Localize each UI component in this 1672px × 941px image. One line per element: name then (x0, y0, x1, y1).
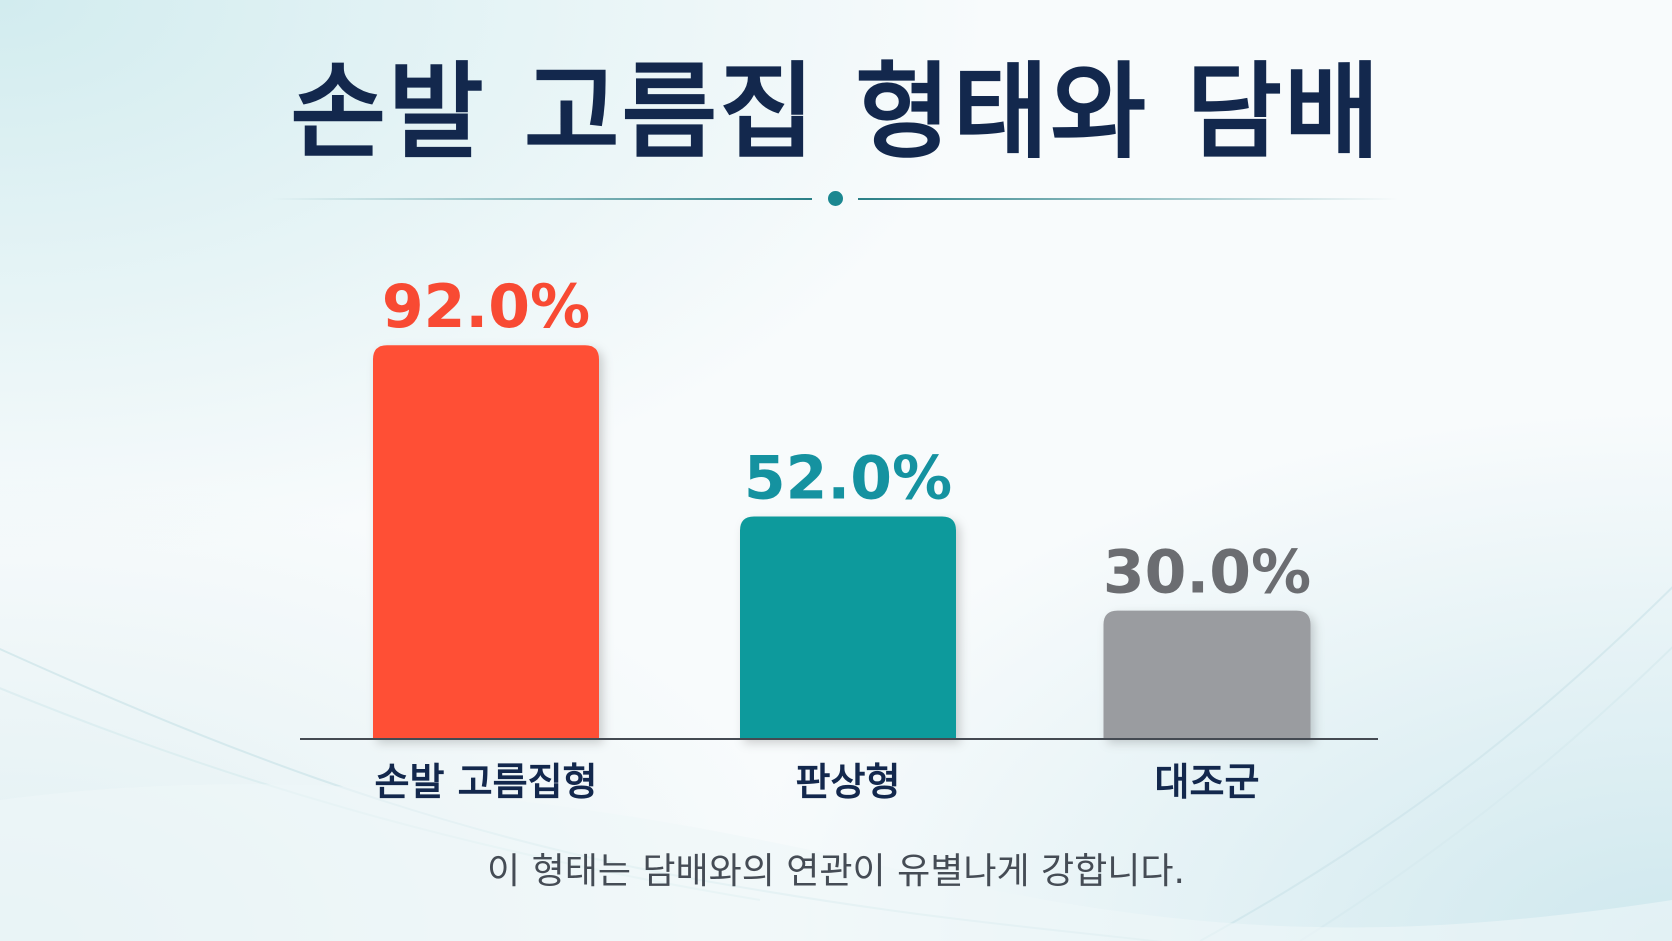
value-label-3: 30.0% (1103, 538, 1311, 608)
bar-1 (373, 345, 599, 739)
footnote: 이 형태는 담배와의 연관이 유별나게 강합니다. (487, 851, 1185, 892)
bar-2 (740, 516, 956, 739)
category-label-1: 손발 고름집형 (375, 760, 598, 804)
page-title: 손발 고름집 형태와 담배 (290, 51, 1382, 173)
labels-group: 92.0% 손발 고름집형 52.0% 판상형 30.0% 대조군 (375, 272, 1312, 804)
title-divider-left (272, 198, 812, 200)
title-divider-dot (828, 191, 843, 206)
bars-group (373, 345, 1311, 739)
bar-3 (1103, 610, 1311, 739)
value-label-2: 52.0% (744, 443, 952, 513)
value-label-1: 92.0% (382, 272, 590, 342)
title-divider-right (858, 198, 1398, 200)
category-label-2: 판상형 (796, 760, 901, 804)
category-label-3: 대조군 (1155, 760, 1260, 804)
